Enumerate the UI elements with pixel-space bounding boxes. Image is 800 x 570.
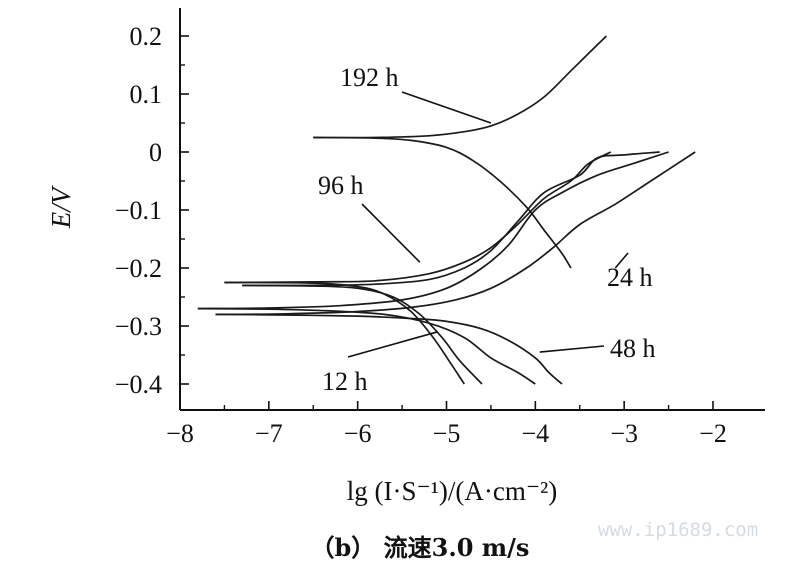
curves [197,35,696,385]
curve-24h-anodic [242,151,660,287]
curve-12h-cathodic [197,307,536,385]
y-axis-label: E/V [46,184,76,229]
curve-label-48h: 48 h [610,334,656,363]
curve-label-192h: 192 h [340,63,399,92]
curve-96h-cathodic [224,281,466,385]
y-tick-label: −0.2 [115,254,162,283]
y-tick-label: −0.1 [115,196,162,225]
curve-192h-cathodic [313,136,572,269]
curve-12h-anodic [197,151,669,310]
x-tick-label: −6 [344,419,372,448]
y-tick-label: 0.2 [130,22,163,51]
curve-24h-cathodic [242,284,483,385]
curve-192h-anodic [313,35,607,139]
figure-caption: （b） 流速3.0 m/s [311,533,530,562]
x-tick-label: −7 [255,419,283,448]
x-tick-label: −5 [433,419,461,448]
x-axis-label: lg (I·S⁻¹)/(A·cm⁻²) [347,476,557,506]
leader-line-24h [614,252,629,269]
y-tick-label: −0.4 [115,370,162,399]
y-tick-label: 0.1 [130,80,163,109]
axes [179,8,765,411]
x-tick-label: −2 [699,419,727,448]
y-tick-label: −0.3 [115,312,162,341]
leader-line-96h [361,203,421,263]
curve-48h-anodic [215,151,696,316]
y-tick-label: 0 [149,138,162,167]
x-tick-label: −4 [521,419,549,448]
annotations: 192 h 96 h 24 h 48 h 12 h [318,63,656,396]
curve-label-96h: 96 h [318,171,364,200]
x-tick-label: −8 [166,419,194,448]
leader-line-192h [401,91,492,124]
curve-48h-cathodic [215,313,563,385]
curve-96h-anodic [224,151,612,284]
curve-label-24h: 24 h [607,263,653,292]
leader-line-12h [347,331,438,358]
x-tick-label: −3 [610,419,638,448]
curve-label-12h: 12 h [322,367,368,396]
ticks: −8 −7 −6 −5 −4 −3 −2 −0.4 −0.3 −0.2 −0.1 0 0.1 0.2 [115,22,727,448]
watermark-text: www.ip1689.com [598,519,758,541]
leader-line-48h [539,345,605,353]
